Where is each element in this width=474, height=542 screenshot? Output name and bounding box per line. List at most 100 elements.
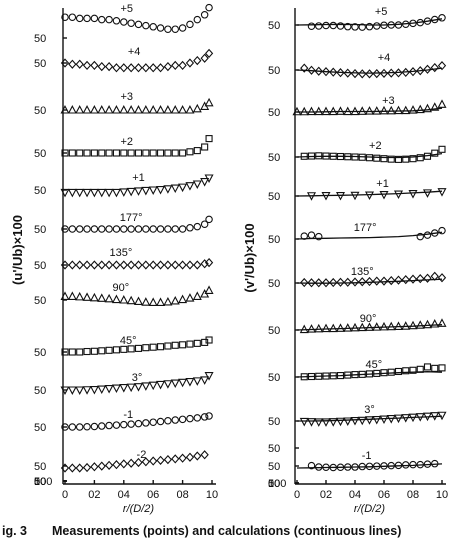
data-point (430, 229, 439, 237)
data-point (379, 68, 389, 78)
data-point (67, 386, 77, 395)
data-point (393, 414, 404, 424)
data-point (192, 180, 202, 189)
data-point (156, 105, 166, 114)
data-point (178, 24, 187, 32)
data-point (200, 259, 209, 269)
data-point (200, 11, 209, 19)
data-point (357, 106, 367, 115)
data-point (205, 3, 213, 12)
data-point (314, 278, 323, 288)
data-point (134, 457, 143, 468)
station-7: 90° (296, 313, 447, 334)
data-point (97, 461, 106, 471)
y-tick-label: 50 (268, 20, 280, 32)
data-point (149, 149, 157, 157)
data-point (90, 14, 99, 23)
data-point (365, 462, 374, 471)
y-tick-label: 100 (268, 478, 286, 490)
calculation-curve (296, 67, 443, 74)
data-point (104, 105, 114, 114)
data-point (164, 149, 172, 157)
data-point (75, 291, 85, 301)
x-tick-label: 08 (176, 489, 188, 501)
data-point (127, 345, 135, 353)
data-point (67, 291, 77, 300)
data-point (343, 68, 352, 78)
data-point (380, 369, 388, 377)
data-point (373, 154, 381, 162)
data-point (171, 149, 179, 157)
data-point (423, 64, 432, 74)
data-point (170, 295, 180, 305)
data-point (343, 463, 352, 471)
y-tick-label: 50 (268, 65, 280, 77)
data-point (83, 149, 91, 157)
data-point (133, 383, 144, 392)
data-point (372, 68, 381, 79)
data-point (156, 63, 165, 73)
y-tick-label: 50 (34, 347, 46, 359)
data-point (409, 460, 417, 469)
data-point (321, 323, 331, 333)
data-point (127, 260, 136, 270)
data-point (201, 143, 209, 151)
data-point (314, 66, 323, 76)
data-point (438, 14, 446, 22)
x-tick-label: 06 (378, 489, 390, 501)
data-point (423, 273, 432, 283)
data-point (358, 277, 367, 287)
data-point (186, 340, 194, 348)
data-point (68, 463, 77, 473)
data-point (344, 371, 352, 379)
data-point (134, 149, 143, 157)
data-point (343, 323, 353, 332)
data-point (156, 185, 166, 195)
data-point (380, 21, 388, 29)
y-tick-label: 0 (268, 478, 274, 490)
data-point (89, 105, 99, 114)
data-point (141, 63, 150, 73)
data-point (336, 463, 345, 472)
data-point (193, 260, 202, 270)
data-point (75, 423, 84, 431)
data-point (204, 174, 214, 183)
data-point (68, 423, 77, 431)
data-point (111, 294, 121, 304)
data-point (200, 178, 210, 187)
data-point (357, 416, 367, 426)
data-point (336, 68, 345, 78)
data-point (186, 20, 194, 29)
data-point (408, 190, 418, 199)
data-point (193, 451, 202, 461)
data-point (373, 369, 381, 377)
data-point (328, 323, 338, 333)
station-label: 90° (360, 313, 377, 325)
data-point (343, 106, 353, 116)
data-point (97, 61, 106, 72)
y-tick-label: 100 (34, 476, 52, 488)
x-axis-label: r/(D/2) (354, 503, 386, 515)
data-point (437, 99, 447, 108)
data-point (76, 348, 84, 356)
station-label: 177° (354, 222, 377, 234)
data-point (171, 60, 180, 71)
data-point (351, 153, 359, 161)
station-label: +5 (375, 6, 388, 18)
data-point (393, 105, 404, 115)
caption-text: Measurements (points) and calculations (… (52, 524, 401, 538)
data-point (60, 105, 70, 114)
data-point (61, 225, 69, 233)
data-point (61, 423, 69, 431)
data-point (185, 293, 195, 302)
data-point (119, 105, 129, 114)
data-point (204, 48, 214, 59)
data-point (141, 260, 150, 270)
data-point (358, 370, 366, 378)
data-point (75, 14, 84, 23)
data-point (379, 321, 389, 331)
x-tick-label: 06 (147, 489, 159, 501)
y-tick-label: 50 (268, 234, 280, 246)
data-point (90, 260, 99, 270)
data-point (357, 322, 367, 332)
